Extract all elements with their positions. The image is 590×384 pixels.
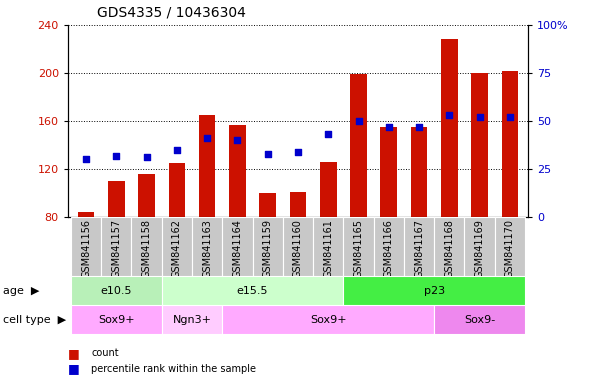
Text: Sox9+: Sox9+ <box>98 314 135 325</box>
Point <box>384 124 394 130</box>
Bar <box>320 162 336 217</box>
Bar <box>162 217 192 276</box>
Bar <box>138 174 155 217</box>
Text: GSM841156: GSM841156 <box>81 219 91 278</box>
Bar <box>229 124 245 217</box>
Point <box>232 137 242 143</box>
Text: ■: ■ <box>68 347 80 360</box>
Text: Sox9-: Sox9- <box>464 314 495 325</box>
Bar <box>464 217 495 276</box>
Bar <box>162 305 222 334</box>
Point <box>142 154 151 161</box>
Bar <box>108 181 124 217</box>
Bar <box>169 163 185 217</box>
Text: GSM841158: GSM841158 <box>142 219 152 278</box>
Text: GSM841161: GSM841161 <box>323 219 333 278</box>
Text: count: count <box>91 348 119 358</box>
Bar <box>78 212 94 217</box>
Text: age  ▶: age ▶ <box>3 286 40 296</box>
Bar <box>71 305 162 334</box>
Point <box>112 152 121 159</box>
Point <box>81 156 91 162</box>
Bar <box>502 71 518 217</box>
Point <box>293 149 303 155</box>
Text: p23: p23 <box>424 286 445 296</box>
Point <box>172 147 182 153</box>
Text: GSM841167: GSM841167 <box>414 219 424 278</box>
Point <box>202 135 212 141</box>
Bar <box>404 217 434 276</box>
Point <box>354 118 363 124</box>
Text: GSM841159: GSM841159 <box>263 219 273 278</box>
Text: GDS4335 / 10436304: GDS4335 / 10436304 <box>97 5 246 19</box>
Text: GSM841170: GSM841170 <box>505 219 515 278</box>
Text: ■: ■ <box>68 362 80 375</box>
Text: e10.5: e10.5 <box>100 286 132 296</box>
Text: cell type  ▶: cell type ▶ <box>3 314 66 325</box>
Text: percentile rank within the sample: percentile rank within the sample <box>91 364 257 374</box>
Text: GSM841157: GSM841157 <box>112 219 122 278</box>
Point <box>414 124 424 130</box>
Point <box>445 112 454 118</box>
Bar <box>350 74 367 217</box>
Point <box>505 114 514 120</box>
Text: Sox9+: Sox9+ <box>310 314 346 325</box>
Text: GSM841166: GSM841166 <box>384 219 394 278</box>
Bar <box>441 40 458 217</box>
Text: e15.5: e15.5 <box>237 286 268 296</box>
Bar <box>434 217 464 276</box>
Bar <box>260 193 276 217</box>
Bar <box>471 73 488 217</box>
Bar <box>101 217 132 276</box>
Bar <box>343 276 525 305</box>
Bar <box>162 276 343 305</box>
Bar <box>343 217 373 276</box>
Bar <box>199 115 215 217</box>
Text: GSM841168: GSM841168 <box>444 219 454 278</box>
Text: GSM841164: GSM841164 <box>232 219 242 278</box>
Bar <box>290 192 306 217</box>
Bar <box>411 127 427 217</box>
Bar <box>381 127 397 217</box>
Bar <box>71 217 101 276</box>
Bar <box>313 217 343 276</box>
Text: GSM841165: GSM841165 <box>353 219 363 278</box>
Text: GSM841163: GSM841163 <box>202 219 212 278</box>
Bar <box>132 217 162 276</box>
Text: GSM841162: GSM841162 <box>172 219 182 278</box>
Text: GSM841160: GSM841160 <box>293 219 303 278</box>
Bar <box>373 217 404 276</box>
Bar <box>222 305 434 334</box>
Bar <box>192 217 222 276</box>
Bar <box>222 217 253 276</box>
Bar <box>283 217 313 276</box>
Text: GSM841169: GSM841169 <box>474 219 484 278</box>
Point <box>323 131 333 137</box>
Point <box>475 114 484 120</box>
Point <box>263 151 273 157</box>
Text: Ngn3+: Ngn3+ <box>172 314 211 325</box>
Bar <box>434 305 525 334</box>
Bar <box>253 217 283 276</box>
Bar <box>71 276 162 305</box>
Bar <box>495 217 525 276</box>
